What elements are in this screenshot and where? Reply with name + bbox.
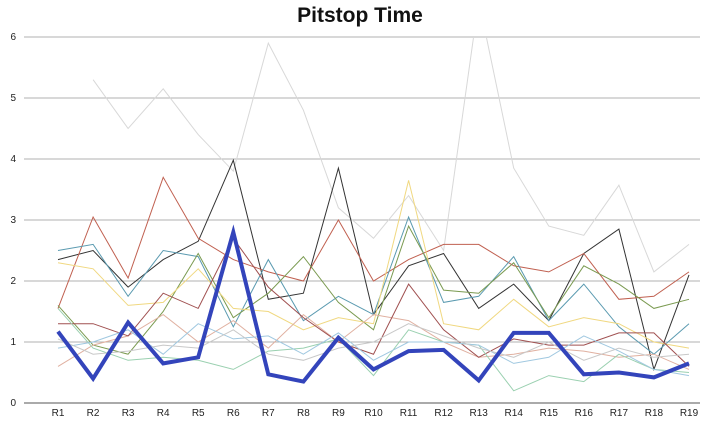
x-axis-ticks: R1 R2 R3 R4 R5 R6 R7 R8 R9 R10 R11 R12 R13 R14 R15 R16 R… — [52, 408, 699, 419]
x-tick-label: R7 — [262, 408, 275, 419]
x-tick-label: R11 — [400, 408, 418, 419]
x-tick-label: R2 — [87, 408, 100, 419]
series-line — [57, 313, 690, 370]
x-tick-label: R19 — [680, 408, 699, 419]
chart-title: Pitstop Time — [297, 4, 423, 27]
y-tick-label: 1 — [10, 337, 16, 348]
series-lines — [56, 37, 690, 392]
x-tick-label: R4 — [157, 408, 170, 419]
x-tick-label: R12 — [434, 408, 453, 419]
series-line — [58, 237, 690, 367]
y-tick-label: 4 — [10, 154, 16, 165]
x-tick-label: R3 — [122, 408, 135, 419]
series-line — [57, 180, 690, 349]
x-tick-label: R13 — [469, 408, 488, 419]
x-tick-label: R6 — [227, 408, 240, 419]
series-line — [57, 176, 690, 309]
x-tick-label: R8 — [297, 408, 310, 419]
gridlines — [24, 36, 700, 404]
highlighted-series-line — [56, 224, 690, 384]
series-line — [57, 323, 690, 361]
series-line — [57, 323, 690, 377]
y-tick-label: 6 — [10, 32, 16, 43]
x-tick-label: R18 — [645, 408, 664, 419]
x-tick-label: R1 — [52, 408, 65, 419]
y-tick-label: 2 — [10, 276, 16, 287]
x-tick-label: R9 — [332, 408, 345, 419]
x-tick-label: R15 — [540, 408, 559, 419]
series-line — [57, 224, 690, 355]
series-line — [57, 308, 690, 392]
x-tick-label: R17 — [610, 408, 629, 419]
x-tick-label: R5 — [192, 408, 205, 419]
y-tick-label: 3 — [10, 215, 16, 226]
x-tick-label: R14 — [505, 408, 524, 419]
y-axis-ticks: 0 1 2 3 4 5 6 — [10, 32, 16, 409]
series-line — [92, 37, 690, 273]
y-tick-label: 0 — [10, 398, 16, 409]
x-tick-label: R16 — [575, 408, 594, 419]
x-tick-label: R10 — [364, 408, 383, 419]
y-tick-label: 5 — [10, 93, 16, 104]
